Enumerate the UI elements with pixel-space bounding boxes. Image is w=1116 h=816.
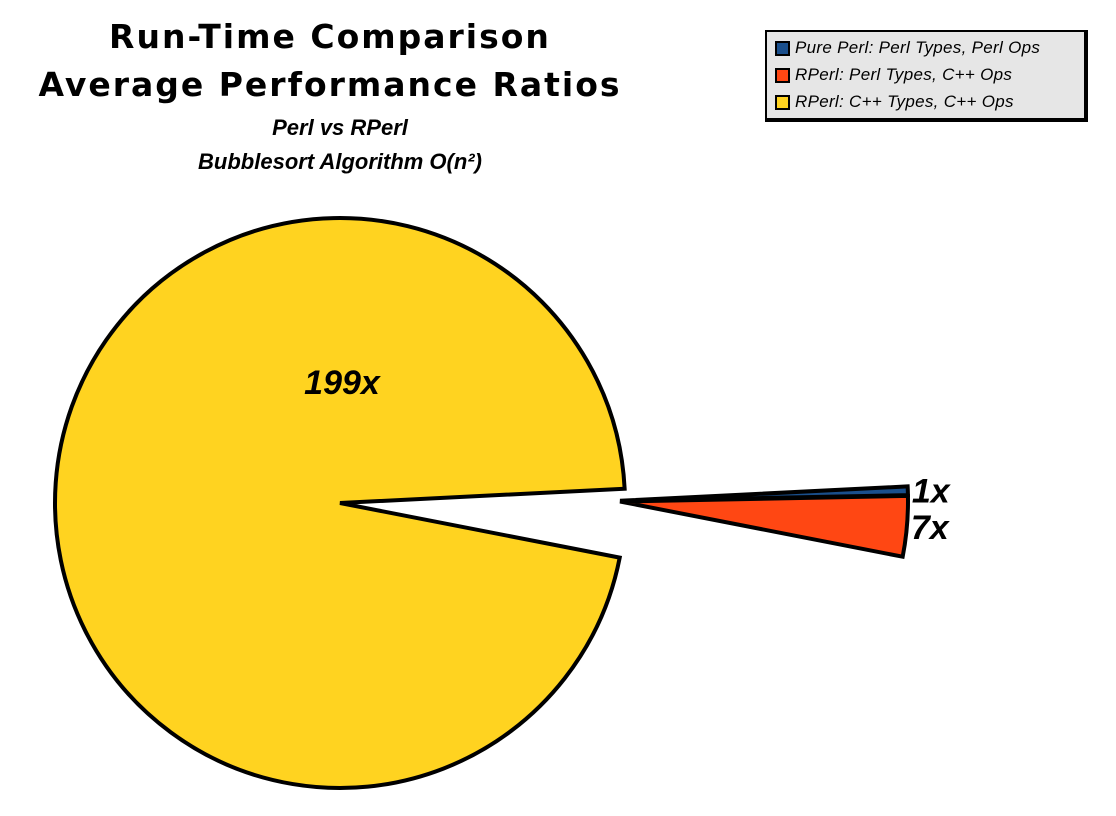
legend-item-pure-perl: Pure Perl: Perl Types, Perl Ops <box>775 38 1040 58</box>
legend-label-rperl-cpp-types: RPerl: C++ Types, C++ Ops <box>795 92 1014 111</box>
legend-item-rperl-cpp-types: RPerl: C++ Types, C++ Ops <box>775 92 1014 112</box>
legend-swatch-rperl-perl-types <box>775 67 790 83</box>
chart-title: Run-Time Comparison <box>109 17 551 56</box>
legend-swatch-pure-perl <box>775 40 790 56</box>
slice-label-rperl-cpp-types: 199x <box>304 364 382 402</box>
pie-slice-rperl-perl-types <box>619 493 910 560</box>
slice-label-pure-perl: 1x <box>912 473 952 511</box>
legend-label-pure-perl: Pure Perl: Perl Types, Perl Ops <box>795 38 1041 57</box>
legend-swatch-rperl-cpp-types <box>775 94 790 110</box>
chart-title-line-2: Average Performance Ratios <box>38 65 622 104</box>
slice-label-rperl-perl-types: 7x <box>911 509 951 547</box>
chart-subtitle: Perl vs RPerl <box>272 115 408 140</box>
legend-item-rperl-perl-types: RPerl: Perl Types, C++ Ops <box>775 65 1012 85</box>
chart-legend: Pure Perl: Perl Types, Perl Ops RPerl: P… <box>765 30 1088 122</box>
chart-subtitle-line-2: Bubblesort Algorithm O(n²) <box>198 149 482 174</box>
pie-slice-rperl-cpp-types <box>53 216 627 790</box>
legend-label-rperl-perl-types: RPerl: Perl Types, C++ Ops <box>795 65 1013 84</box>
